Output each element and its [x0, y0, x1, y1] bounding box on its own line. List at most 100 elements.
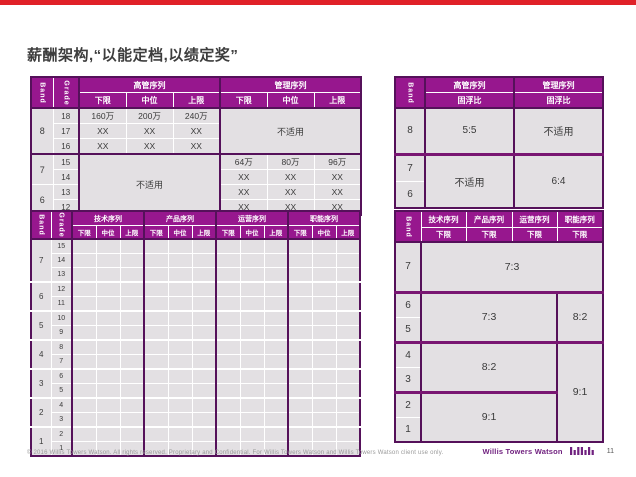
table-row: 6 12: [30, 281, 361, 312]
empty-cell: [311, 296, 337, 312]
empty-cell: [311, 412, 337, 428]
empty-cell: [191, 253, 217, 268]
empty-cell: [311, 325, 337, 341]
empty-cell: [71, 296, 97, 312]
empty-cell: [167, 397, 193, 413]
band-cell: 4: [394, 340, 422, 368]
empty-cell: [287, 281, 313, 297]
empty-cell: [311, 267, 337, 283]
operations-series-header: 运营序列: [511, 210, 558, 228]
empty-cell: [95, 325, 121, 341]
empty-cell: [167, 339, 193, 355]
empty-cell: [143, 238, 169, 254]
empty-cell: [167, 325, 193, 341]
band-cell: 8: [394, 107, 426, 155]
empty-cell: [335, 426, 361, 442]
mgmt-series-header: 管理序列: [513, 76, 604, 93]
empty-cell: [263, 368, 289, 384]
empty-cell: [239, 296, 265, 312]
empty-cell: [311, 310, 337, 326]
grade-cell: 10: [50, 310, 73, 326]
empty-cell: [335, 238, 361, 254]
na-cell: 不适用: [219, 107, 362, 155]
mid-header: 中位: [125, 92, 174, 109]
grade-cell: 14: [52, 169, 80, 185]
band-cell: 7: [30, 238, 52, 283]
upper-header: 上限: [172, 92, 221, 109]
value-cell: 240万: [172, 107, 221, 124]
upper-header: 上限: [191, 225, 217, 240]
empty-cell: [239, 238, 265, 254]
function-series-header: 职能序列: [287, 210, 361, 226]
empty-cell: [95, 267, 121, 283]
empty-cell: [95, 296, 121, 312]
empty-cell: [239, 354, 265, 370]
empty-cell: [311, 426, 337, 442]
grade-cell: 15: [50, 238, 73, 254]
empty-cell: [239, 383, 265, 399]
empty-cell: [143, 426, 169, 442]
empty-cell: [119, 339, 145, 355]
empty-cell: [335, 339, 361, 355]
empty-cell: [71, 267, 97, 283]
page-number: 11: [606, 447, 614, 455]
empty-cell: [287, 354, 313, 370]
value-cell: XX: [313, 184, 362, 200]
value-cell: XX: [125, 138, 174, 155]
empty-cell: [191, 325, 217, 341]
empty-cell: [239, 253, 265, 268]
empty-cell: [287, 412, 313, 428]
empty-cell: [119, 397, 145, 413]
empty-cell: [215, 310, 241, 326]
grade-label: Grade: [62, 79, 70, 106]
band-cell: 7: [30, 153, 54, 185]
grade-cell: 5: [50, 383, 73, 399]
na-cell: 不适用: [513, 107, 604, 155]
empty-cell: [335, 441, 361, 457]
empty-cell: [287, 441, 313, 457]
empty-cell: [239, 426, 265, 442]
grade-column-header: Grade: [52, 76, 80, 109]
empty-cell: [311, 253, 337, 268]
empty-cell: [95, 310, 121, 326]
ratio-cell: 5:5: [424, 107, 515, 155]
series-range-grid-table: Band Grade 技术序列 产品序列 运营序列 职能序列 下限 中位 上限 下限…: [30, 210, 361, 457]
empty-cell: [287, 310, 313, 326]
empty-cell: [191, 354, 217, 370]
empty-cell: [95, 253, 121, 268]
empty-cell: [287, 238, 313, 254]
band-cell: 1: [30, 426, 52, 457]
table-row: 7 7:3: [394, 241, 604, 293]
empty-cell: [263, 426, 289, 442]
ratio-table-series: Band 技术序列 产品序列 运营序列 职能序列 下限 下限 下限 下限 7 7…: [394, 210, 604, 443]
lower-header: 下限: [556, 227, 604, 243]
grade-cell: 13: [50, 267, 73, 283]
empty-cell: [143, 267, 169, 283]
band-cell: 7: [394, 241, 422, 293]
band-column-header: Band: [30, 76, 54, 109]
empty-cell: [143, 296, 169, 312]
footer-brand-area: Willis Towers Watson 11: [483, 446, 614, 456]
value-cell: 80万: [266, 153, 315, 170]
band-cell: 6: [30, 281, 52, 312]
table-row: 5: [394, 316, 603, 343]
grade-label: Grade: [57, 212, 65, 238]
table-row: 14: [31, 253, 361, 268]
empty-cell: [287, 397, 313, 413]
empty-cell: [239, 397, 265, 413]
ratio-cell: 8:2: [420, 340, 558, 393]
table-row: 8 18 160万 200万 240万 不适用: [30, 107, 362, 155]
ratio-header: 固浮比: [424, 92, 515, 109]
empty-cell: [167, 368, 193, 384]
tech-series-header: 技术序列: [71, 210, 145, 226]
empty-cell: [119, 281, 145, 297]
empty-cell: [287, 253, 313, 268]
band-cell: 3: [394, 366, 422, 393]
operations-series-header: 运营序列: [215, 210, 289, 226]
mid-header: 中位: [266, 92, 315, 109]
empty-cell: [335, 310, 361, 326]
empty-cell: [311, 354, 337, 370]
empty-cell: [215, 368, 241, 384]
